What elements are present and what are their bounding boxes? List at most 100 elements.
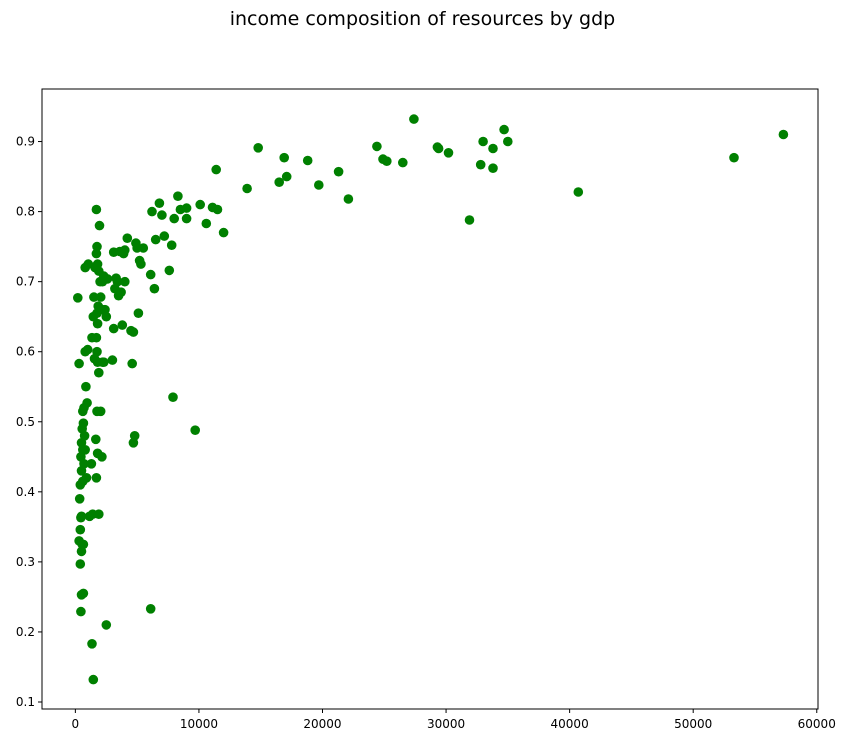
data-point [333,166,344,177]
data-point [80,445,90,455]
data-point [89,292,99,302]
y-tick-label: 0.8 [16,205,35,219]
data-point [94,509,104,519]
data-point [87,639,97,649]
data-point [211,164,221,175]
data-point [112,276,123,287]
data-point [91,473,102,483]
data-point [74,358,84,369]
data-point [274,177,285,187]
data-point [101,620,112,630]
data-point [195,199,205,210]
data-point [464,215,475,225]
data-point [409,114,419,124]
data-point [164,265,175,276]
data-point [149,283,160,294]
data-point [253,143,263,153]
y-tick-label: 0.6 [16,345,35,359]
data-point [82,344,93,355]
data-point [78,588,89,599]
data-point [76,606,86,617]
plot-frame [41,88,819,710]
y-tick-label: 0.5 [16,415,35,429]
data-point [117,320,128,330]
data-point [78,539,89,550]
data-point [91,248,102,259]
data-point [314,180,324,190]
data-point [212,204,223,215]
x-tick-label: 20000 [303,717,341,731]
x-tick-label: 10000 [180,717,218,731]
data-point [129,431,140,441]
data-point [218,227,229,238]
data-point [91,332,102,343]
data-point [488,163,498,173]
data-point [729,152,739,163]
data-point [478,136,488,147]
x-tick-label: 50000 [674,717,712,731]
data-point [145,604,156,614]
data-point [81,473,92,483]
data-point [107,355,118,365]
data-point [88,674,99,685]
data-point [92,346,102,357]
data-point [503,136,513,147]
data-point [91,204,102,215]
data-point [82,398,92,408]
data-point [499,124,509,135]
data-point [372,141,382,152]
data-point [99,357,109,368]
y-tick-label: 0.7 [16,275,35,289]
data-point [433,143,444,154]
data-point [173,191,183,201]
data-point [398,157,408,168]
data-point [488,143,498,154]
data-point [79,459,89,469]
y-tick-label: 0.9 [16,135,35,149]
data-point [76,511,87,522]
data-point [778,129,789,140]
data-point [147,206,157,217]
data-point [97,452,107,462]
data-point [136,259,146,269]
data-point [108,323,119,334]
y-tick-label: 0.3 [16,555,35,569]
data-point [475,159,486,170]
data-point [281,171,292,182]
data-point [382,156,392,166]
data-point [154,198,165,208]
data-point [102,274,113,284]
data-point [75,524,86,535]
data-point [116,287,126,298]
data-point [73,293,83,303]
chart-title: income composition of resources by gdp [229,8,616,30]
data-point [343,194,354,204]
x-tick-label: 40000 [551,717,589,731]
data-point [95,276,105,287]
data-point [181,213,192,224]
data-point [91,434,101,445]
data-point [120,276,130,287]
y-axis: 0.1 0.2 0.3 0.4 0.5 0.6 0.7 0.8 0.9 [16,135,42,709]
data-point [138,243,149,253]
data-point [120,245,130,255]
data-point [95,292,106,302]
data-point [127,358,137,369]
data-point [169,213,179,224]
data-point [190,425,200,436]
x-axis: 0 10000 20000 30000 40000 50000 60000 [72,709,836,731]
data-point [81,381,91,392]
data-point [92,318,103,329]
data-point [150,234,161,245]
data-point [443,148,454,158]
data-point [92,241,102,252]
data-point [201,218,212,229]
data-point [75,559,86,569]
data-point [242,183,252,194]
x-tick-label: 60000 [798,717,836,731]
data-point [74,494,85,504]
y-tick-label: 0.4 [16,485,35,499]
y-tick-label: 0.2 [16,625,35,639]
data-point [94,220,105,231]
